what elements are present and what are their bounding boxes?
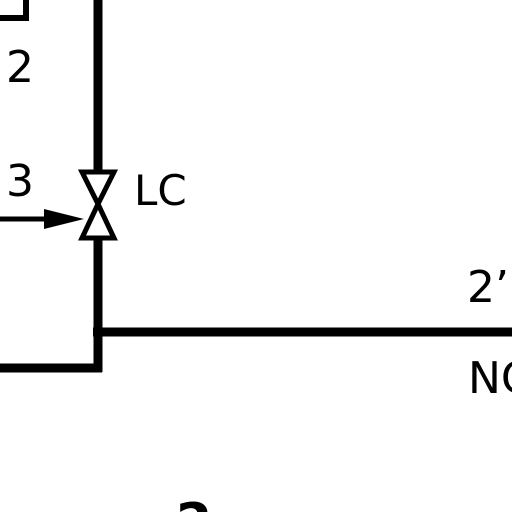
partial-box-outline xyxy=(0,0,29,21)
arrow-head-icon xyxy=(44,209,84,229)
label-top-left-number: 2 xyxy=(6,42,34,93)
label-left-number: 3 xyxy=(6,156,34,207)
label-valve-tag: LC xyxy=(134,166,187,215)
control-valve-icon xyxy=(77,169,119,241)
label-pipe-note: NC xyxy=(468,353,512,404)
label-bottom-partial: 2 xyxy=(176,493,212,512)
label-pipe-size: 2’ xyxy=(467,262,509,313)
